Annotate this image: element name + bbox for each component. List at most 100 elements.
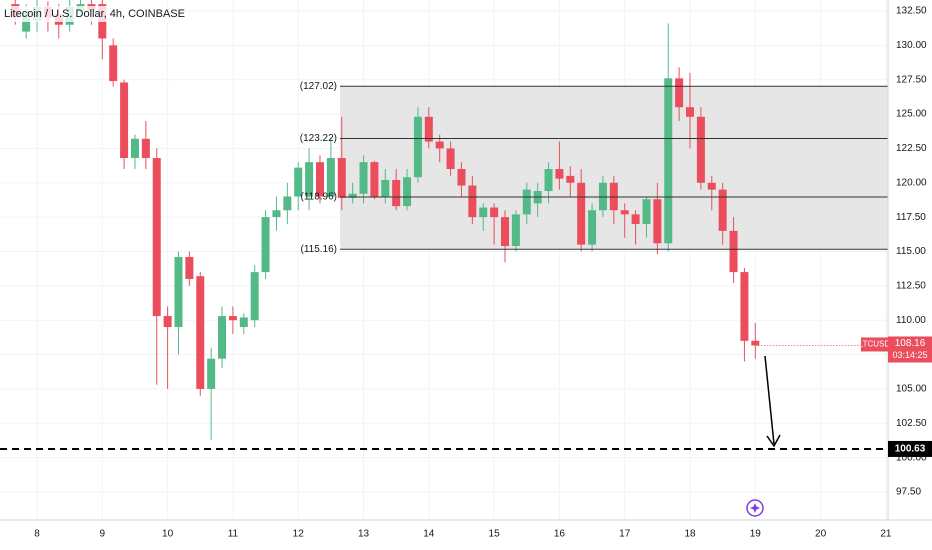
candle-body [631, 214, 640, 224]
event-icon[interactable] [746, 499, 764, 517]
candle-body [588, 210, 597, 245]
candle-body [501, 217, 510, 246]
candle-body [577, 182, 586, 245]
y-tick-label: 120.00 [896, 177, 927, 188]
candle-body [511, 214, 520, 246]
x-tick-label: 11 [228, 529, 239, 540]
candle-body [250, 272, 259, 321]
countdown-label: 03:14:25 [892, 350, 927, 360]
candle-body [566, 175, 575, 183]
candle-body [381, 180, 390, 197]
y-tick-label: 110.00 [896, 315, 926, 326]
candle-body [185, 256, 194, 279]
arrow-head [766, 434, 781, 448]
y-tick-label: 100.00 [896, 452, 927, 463]
candle-body [261, 217, 270, 273]
candle-body [479, 207, 488, 218]
x-tick-label: 17 [619, 529, 631, 540]
candle-body [228, 316, 237, 321]
x-tick-label: 16 [554, 529, 566, 540]
range-zone [340, 86, 888, 250]
target-label: 100.63 [895, 444, 926, 455]
y-tick-label: 97.50 [896, 487, 921, 498]
zone-group [340, 86, 888, 250]
candle-body [413, 116, 422, 178]
x-tick-label: 12 [293, 529, 305, 540]
candle-body [696, 116, 705, 183]
y-tick-label: 130.00 [896, 40, 927, 51]
level-label: (118.96) [300, 192, 337, 203]
x-tick-label: 14 [423, 529, 435, 540]
candle-body [109, 45, 118, 82]
x-tick-label: 15 [489, 529, 501, 540]
price-label-bg [888, 336, 932, 363]
y-tick-label: 102.50 [896, 418, 927, 429]
candle-body [598, 182, 607, 211]
candle-body [718, 189, 727, 231]
candle-body [239, 317, 248, 328]
candle-body [686, 107, 695, 117]
candle-body [218, 316, 227, 359]
candle-body [435, 141, 444, 149]
level-label: (115.16) [300, 244, 337, 255]
candle-body [490, 207, 499, 218]
candle-body [315, 162, 324, 197]
x-tick-label: 10 [162, 529, 174, 540]
candle-body [609, 182, 618, 211]
symbol-label: LTCUSD [859, 340, 891, 349]
candle-body [283, 196, 292, 211]
candle-body [120, 82, 129, 159]
candle-body [207, 358, 216, 389]
candle-body [707, 182, 716, 190]
candle-body [163, 316, 172, 328]
candle-body [653, 199, 662, 244]
event-icon-star [750, 503, 760, 513]
y-tick-label: 127.50 [896, 74, 927, 85]
y-tick-label: 132.50 [896, 6, 927, 17]
candle-body [620, 210, 629, 215]
level-label: (123.22) [300, 133, 337, 144]
candle-body [141, 138, 150, 159]
y-tick-label: 117.50 [896, 212, 926, 223]
y-tick-label: 105.00 [896, 384, 927, 395]
x-tick-label: 19 [750, 529, 762, 540]
y-tick-label: 122.50 [896, 143, 927, 154]
candle-body [729, 230, 738, 273]
price-label: 108.16 [895, 338, 926, 349]
candle-body [468, 185, 477, 218]
x-tick-label: 21 [880, 529, 892, 540]
candle-body [664, 78, 673, 244]
chart-title: Litecoin / U.S. Dollar, 4h, COINBASE [4, 8, 185, 20]
overlay: (127.02) (123.22) (118.96) (115.16) [0, 81, 888, 450]
candle-body [403, 177, 412, 207]
candle-body [392, 180, 401, 207]
candle-body [305, 162, 314, 197]
candle-body [555, 169, 564, 179]
y-tick-label: 112.50 [896, 280, 926, 291]
candle-body [348, 193, 357, 198]
candle-body [359, 162, 368, 194]
arrow-shaft [764, 355, 775, 445]
candle-body [370, 162, 379, 197]
candle-body [424, 116, 433, 142]
candle-body [294, 167, 303, 197]
x-tick-label: 18 [684, 529, 696, 540]
level-label: (127.02) [300, 81, 337, 92]
candle-body [130, 138, 139, 159]
candle-body [326, 158, 335, 197]
target-label-bg [888, 440, 932, 457]
candle-body [740, 272, 749, 341]
candle-body [751, 340, 760, 346]
y-tick-label: 125.00 [896, 109, 927, 120]
symbol-label-bg [861, 337, 888, 352]
x-tick-label: 8 [34, 529, 40, 540]
candle-body [272, 210, 281, 218]
candle-body [457, 169, 466, 186]
x-tick-label: 20 [815, 529, 827, 540]
y-tick-label: 115.00 [896, 246, 926, 257]
title-bg [0, 6, 180, 22]
x-tick-label: 13 [358, 529, 370, 540]
candle-body [642, 199, 651, 224]
